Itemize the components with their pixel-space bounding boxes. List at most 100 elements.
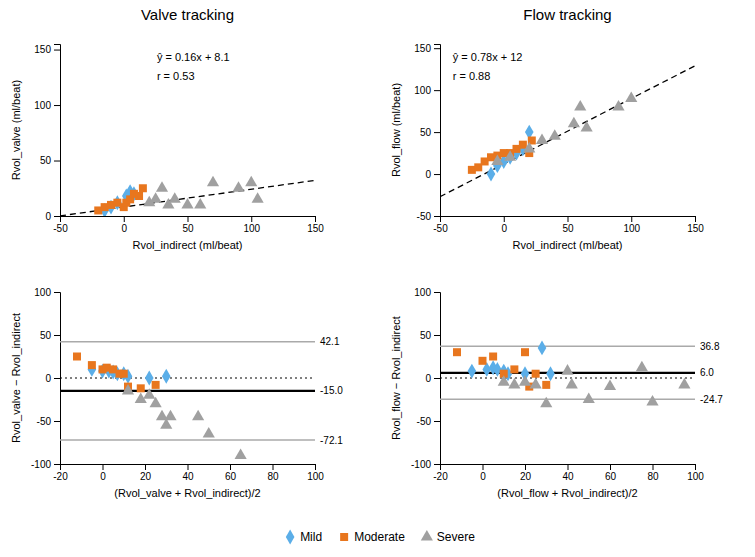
tick: -100 bbox=[411, 459, 440, 470]
tick-mark bbox=[54, 378, 60, 379]
plot-area bbox=[440, 66, 695, 197]
tick-label: 150 bbox=[307, 223, 324, 234]
x-axis: -50050100150 bbox=[53, 216, 324, 234]
tick: 100 bbox=[307, 464, 324, 482]
tick: 50 bbox=[420, 127, 440, 138]
point bbox=[581, 121, 593, 132]
tick-mark bbox=[483, 464, 484, 470]
panel: -20020406080100-100-5005010042.1-72.1-15… bbox=[10, 287, 343, 499]
tick-label: 0 bbox=[100, 471, 106, 482]
tick-label: 0 bbox=[425, 373, 431, 384]
panel: -50050100150050100150ŷ = 0.16x + 8.1r = … bbox=[10, 44, 324, 251]
tick-mark bbox=[504, 216, 505, 222]
y-axis-line bbox=[434, 293, 441, 465]
y-axis-title: Rvol_flow − Rvol_indirect bbox=[390, 316, 402, 440]
limit-line bbox=[440, 398, 695, 400]
plot-area bbox=[60, 176, 315, 216]
tick-mark bbox=[103, 464, 104, 470]
x-axis: -20020406080100 bbox=[433, 464, 704, 482]
y-axis-title: Rvol_valve (ml/beat) bbox=[10, 80, 22, 180]
tick-label: 100 bbox=[307, 471, 324, 482]
point bbox=[540, 397, 552, 408]
point bbox=[508, 378, 520, 389]
point bbox=[583, 392, 595, 403]
series bbox=[498, 361, 691, 408]
tick-label: 20 bbox=[140, 471, 152, 482]
tick-mark bbox=[434, 90, 440, 91]
x-axis: -50050100150 bbox=[433, 216, 704, 234]
point bbox=[88, 361, 96, 369]
tick: -20 bbox=[53, 464, 68, 482]
regression-line bbox=[60, 180, 315, 216]
tick: 60 bbox=[225, 464, 237, 482]
annotation: r = 0.88 bbox=[453, 70, 491, 82]
tick: 150 bbox=[34, 44, 60, 55]
tick-label: 80 bbox=[647, 471, 659, 482]
tick-label: 0 bbox=[45, 373, 51, 384]
tick: 50 bbox=[562, 216, 574, 234]
tick-mark bbox=[434, 132, 440, 133]
tick-label: -50 bbox=[417, 416, 432, 427]
x-axis-line bbox=[441, 465, 696, 471]
tick-mark bbox=[434, 464, 440, 465]
tick-label: 100 bbox=[687, 471, 704, 482]
y-axis-title: Rvol_valve − Rvol_indirect bbox=[10, 313, 22, 443]
tick: -50 bbox=[417, 211, 440, 222]
tick-label: 0 bbox=[45, 211, 51, 222]
tick-mark bbox=[434, 216, 440, 217]
point bbox=[574, 100, 586, 111]
tick-label: 100 bbox=[414, 85, 431, 96]
tick-label: -20 bbox=[53, 471, 68, 482]
point bbox=[604, 380, 616, 391]
tick-mark bbox=[568, 464, 569, 470]
tick: 100 bbox=[414, 287, 440, 298]
tick-mark bbox=[434, 174, 440, 175]
tick: 100 bbox=[414, 85, 440, 96]
point bbox=[135, 192, 143, 200]
point bbox=[162, 369, 171, 384]
point bbox=[510, 365, 518, 373]
point bbox=[453, 348, 461, 356]
tick-label: -100 bbox=[411, 459, 431, 470]
tick-mark bbox=[124, 216, 125, 222]
tick-mark bbox=[188, 216, 189, 222]
tick: 100 bbox=[687, 464, 704, 482]
y-axis-line bbox=[54, 45, 61, 217]
tick-label: -100 bbox=[31, 459, 51, 470]
tick: -50 bbox=[37, 416, 60, 427]
tick: 0 bbox=[45, 373, 60, 384]
tick-mark bbox=[434, 48, 440, 49]
point bbox=[164, 410, 176, 421]
limit-line bbox=[440, 346, 695, 348]
annotation: r = 0.53 bbox=[157, 70, 195, 82]
tick-mark bbox=[54, 421, 60, 422]
tick-mark bbox=[251, 216, 252, 222]
tick: 0 bbox=[100, 464, 106, 482]
tick: 150 bbox=[687, 216, 704, 234]
line-label: 36.8 bbox=[700, 341, 720, 352]
point bbox=[181, 198, 193, 209]
chart-figure: -50050100150050100150ŷ = 0.16x + 8.1r = … bbox=[0, 0, 755, 557]
tick: 50 bbox=[420, 330, 440, 341]
point bbox=[546, 366, 555, 381]
tick-label: 40 bbox=[182, 471, 194, 482]
point bbox=[489, 353, 497, 361]
tick-mark bbox=[434, 378, 440, 379]
tick: 0 bbox=[480, 464, 486, 482]
point bbox=[612, 100, 624, 111]
tick-label: 40 bbox=[562, 471, 574, 482]
zero-line bbox=[440, 378, 695, 379]
tick: 100 bbox=[34, 287, 60, 298]
tick-label: 100 bbox=[243, 223, 260, 234]
tick-mark bbox=[568, 216, 569, 222]
point bbox=[519, 375, 531, 386]
tick-label: 100 bbox=[34, 100, 51, 111]
tick: -50 bbox=[433, 216, 448, 234]
tick: 0 bbox=[121, 216, 127, 234]
zero-line bbox=[60, 378, 315, 379]
point bbox=[542, 381, 550, 389]
legend-symbol bbox=[421, 530, 433, 541]
tick-label: 100 bbox=[34, 287, 51, 298]
tick-label: 50 bbox=[182, 223, 194, 234]
tick: 150 bbox=[414, 43, 440, 54]
